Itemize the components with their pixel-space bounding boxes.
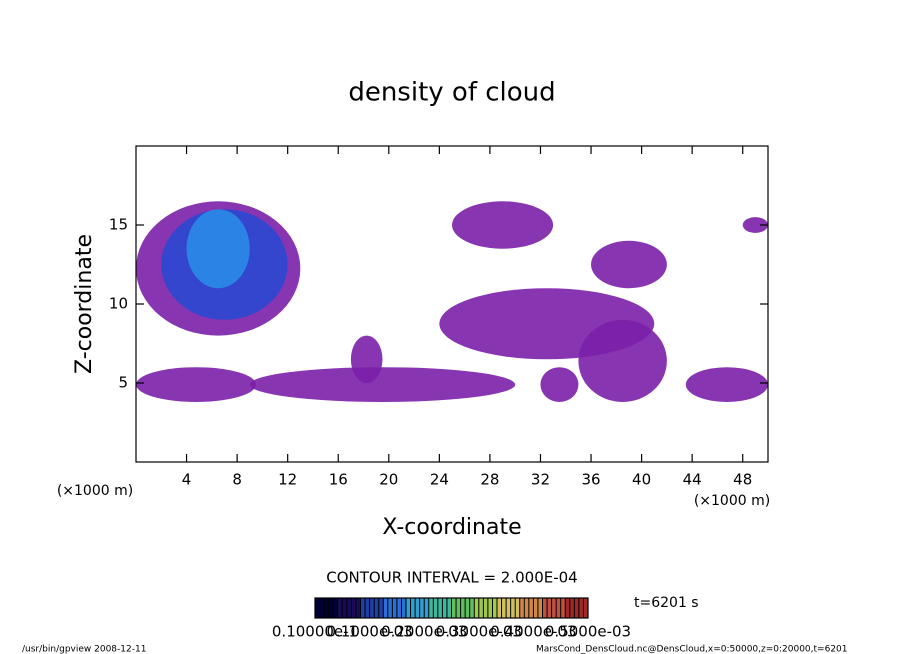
x-tick-label: 4: [182, 471, 192, 489]
colorbar-frame: [314, 597, 589, 619]
colorbar-label: 0.4000e-03: [490, 623, 576, 641]
footer-left: /usr/bin/gpview 2008-12-11: [22, 645, 146, 654]
cloud-patch: [540, 367, 579, 402]
x-tick-label: 20: [379, 471, 398, 489]
x-tick-label: 40: [632, 471, 651, 489]
y-tick-label: 10: [109, 295, 128, 313]
x-tick-label: 16: [329, 471, 348, 489]
y-tick-label: 15: [109, 216, 128, 234]
colorbar-swatch: [451, 598, 475, 618]
x-tick-label: 32: [531, 471, 550, 489]
cloud-patch: [452, 201, 554, 249]
colorbar-swatch: [315, 598, 339, 618]
x-tick-label: 48: [733, 471, 752, 489]
colorbar-label: 0.2000e-03: [381, 623, 467, 641]
time-label: t=6201 s: [634, 595, 699, 611]
cloud-patch: [350, 335, 383, 383]
cloud-patch: [591, 240, 667, 289]
colorbar-swatch: [497, 598, 521, 618]
x-tick-label: 28: [480, 471, 499, 489]
colorbar-swatch: [428, 598, 452, 618]
y-tick-label: 5: [118, 374, 128, 392]
cloud-patch: [742, 217, 768, 233]
x-unit: (×1000 m): [694, 493, 770, 509]
cloud-patch: [685, 367, 768, 402]
x-tick-label: 12: [278, 471, 297, 489]
colorbar-swatch: [565, 598, 589, 618]
cloud-patch: [136, 367, 257, 402]
cloud-patch: [578, 319, 667, 402]
contour-interval: CONTOUR INTERVAL = 2.000E-04: [326, 569, 577, 587]
x-tick-label: 8: [232, 471, 242, 489]
colorbar-swatch: [383, 598, 407, 618]
y-unit: (×1000 m): [57, 483, 133, 499]
colorbar-swatch: [519, 598, 543, 618]
colorbar-label: 0.10000e-1: [272, 623, 358, 641]
colorbar-label: 0.1000e-03: [326, 623, 412, 641]
colorbar-swatch: [474, 598, 498, 618]
footer-right: MarsCond_DensCloud.nc@DensCloud,x=0:5000…: [536, 645, 848, 654]
colorbar-swatch: [337, 598, 361, 618]
colorbar-swatch: [542, 598, 566, 618]
cloud-patch: [186, 209, 250, 289]
x-tick-label: 44: [683, 471, 702, 489]
chart-title: density of cloud: [348, 78, 555, 108]
colorbar-swatch: [406, 598, 430, 618]
colorbar-label: 0.3000e-03: [436, 623, 522, 641]
colorbar-swatch: [360, 598, 384, 618]
x-tick-label: 36: [581, 471, 600, 489]
cloud-patch: [249, 367, 516, 402]
x-tick-label: 24: [430, 471, 449, 489]
x-axis-label: X-coordinate: [382, 515, 521, 540]
colorbar-label: 0.5000e-03: [545, 623, 631, 641]
y-axis-label: Z-coordinate: [72, 234, 97, 374]
